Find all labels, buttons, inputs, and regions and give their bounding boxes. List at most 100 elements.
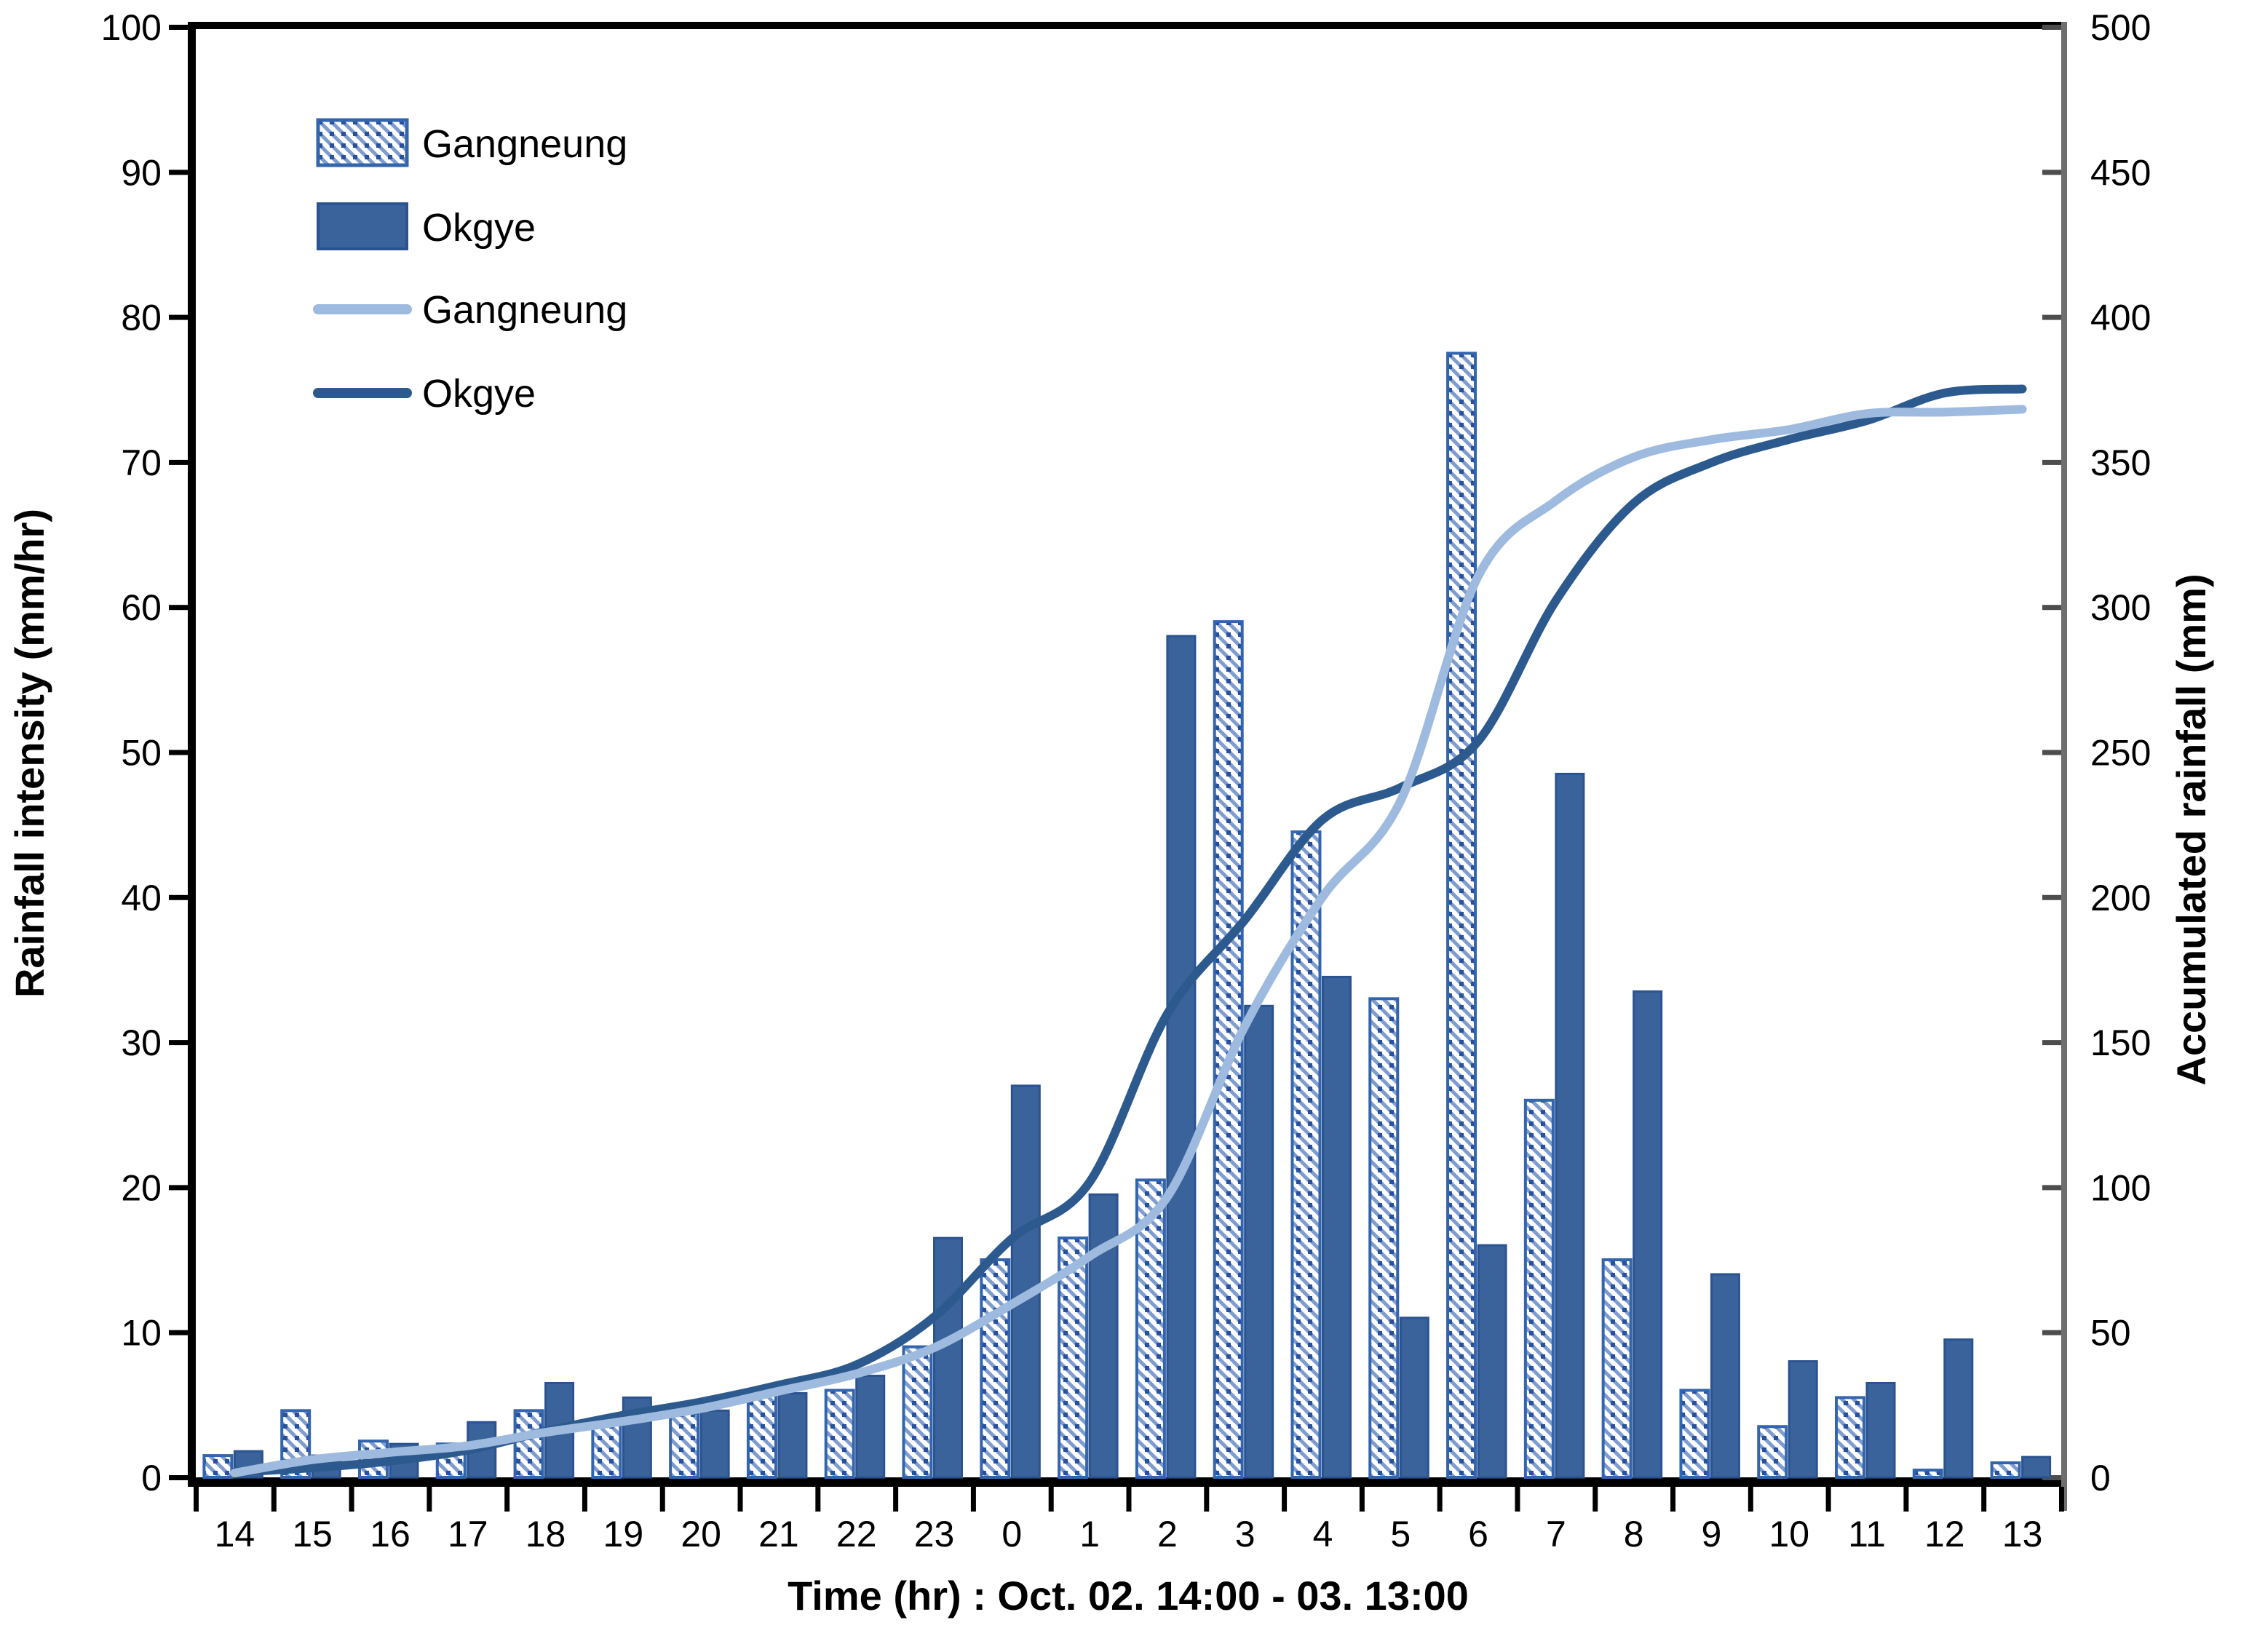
x-tick — [1515, 1487, 1520, 1512]
y-right-tick-label: 150 — [2090, 1022, 2151, 1063]
legend-swatch-bar-gangneung — [316, 118, 409, 167]
bar-okgye — [2021, 1456, 2052, 1479]
bar-gangneung — [1679, 1389, 1710, 1480]
y-right-tick — [2042, 314, 2061, 320]
x-tick — [1126, 1487, 1132, 1512]
y-right-tick — [2042, 1185, 2061, 1191]
x-tick-label: 16 — [370, 1514, 410, 1554]
left-axis-title: Rainfall intensity (mm/hr) — [7, 509, 52, 998]
plot-top-border — [188, 22, 2067, 29]
bar-gangneung — [746, 1389, 777, 1480]
x-tick-label: 17 — [448, 1514, 488, 1554]
y-left-tick — [169, 459, 189, 465]
y-right-tick — [2042, 25, 2061, 30]
x-tick — [1437, 1487, 1443, 1512]
legend-label-line-gangneung: Gangneung — [422, 288, 627, 332]
bar-okgye — [1710, 1273, 1740, 1479]
right-axis-line — [2061, 22, 2067, 1511]
bar-gangneung — [591, 1421, 622, 1479]
x-tick-label: 13 — [2002, 1514, 2043, 1554]
y-right-tick — [2042, 894, 2061, 900]
x-tick — [504, 1487, 510, 1512]
bar-gangneung — [1601, 1258, 1633, 1480]
y-left-tick — [169, 605, 189, 611]
x-tick-label: 5 — [1390, 1514, 1411, 1554]
x-tick-label: 1 — [1079, 1514, 1100, 1554]
bar-okgye — [855, 1374, 886, 1479]
bar-okgye — [933, 1236, 964, 1479]
legend-label-bar-okgye: Okgye — [422, 206, 536, 250]
x-tick — [737, 1487, 743, 1512]
x-tick — [1903, 1487, 1909, 1512]
x-tick-label: 4 — [1313, 1514, 1333, 1554]
x-tick — [970, 1487, 976, 1512]
x-tick — [1204, 1487, 1210, 1512]
y-right-tick — [2042, 750, 2061, 755]
x-tick-label: 20 — [681, 1514, 721, 1554]
y-left-tick — [169, 750, 189, 755]
left-axis-line — [188, 22, 196, 1486]
x-tick — [1282, 1487, 1288, 1512]
y-left-tick-label: 60 — [121, 587, 162, 628]
x-tick — [2059, 1487, 2064, 1512]
x-tick — [194, 1487, 199, 1512]
x-tick — [427, 1487, 432, 1512]
bar-gangneung — [669, 1412, 700, 1479]
y-right-tick-label: 250 — [2090, 733, 2151, 774]
bar-gangneung — [1135, 1178, 1166, 1480]
y-right-tick — [2042, 459, 2061, 465]
x-tick — [893, 1487, 899, 1512]
x-axis-title: Time (hr) : Oct. 02. 14:00 - 03. 13:00 — [788, 1573, 1469, 1619]
y-right-tick — [2042, 605, 2061, 611]
bar-gangneung — [980, 1258, 1011, 1480]
tick-labels-layer: 0102030405060708090100050100150200250300… — [101, 7, 2151, 1554]
bar-gangneung — [824, 1389, 855, 1480]
y-right-tick — [2042, 1040, 2061, 1046]
y-right-tick — [2042, 1330, 2061, 1335]
y-left-tick — [169, 894, 189, 900]
bar-okgye — [1865, 1381, 1896, 1479]
x-tick-label: 11 — [1848, 1514, 1886, 1554]
x-tick-label: 14 — [215, 1514, 255, 1554]
bar-okgye — [1633, 990, 1663, 1479]
bar-gangneung — [1835, 1396, 1866, 1480]
y-left-tick — [169, 1040, 189, 1046]
legend-label-line-okgye: Okgye — [422, 372, 536, 416]
x-tick — [349, 1487, 354, 1512]
bar-okgye — [1244, 1004, 1274, 1479]
x-tick-label: 2 — [1157, 1514, 1178, 1554]
lines-layer — [230, 384, 2027, 1478]
legend-label-bar-gangneung: Gangneung — [422, 122, 627, 166]
legend-swatch-bar-okgye — [317, 202, 408, 250]
y-right-tick-label: 350 — [2090, 442, 2151, 483]
bar-gangneung — [1446, 352, 1477, 1479]
x-tick-label: 15 — [292, 1514, 333, 1554]
x-tick-label: 18 — [525, 1514, 566, 1554]
line-gangneung-accumulated — [230, 405, 2027, 1478]
bar-okgye — [1088, 1193, 1119, 1479]
x-tick-label: 10 — [1769, 1514, 1809, 1554]
bar-okgye — [1555, 772, 1585, 1479]
x-tick — [1670, 1487, 1676, 1512]
y-left-tick-label: 100 — [101, 7, 162, 48]
y-right-tick-label: 100 — [2090, 1167, 2151, 1208]
x-tick-label: 12 — [1924, 1514, 1965, 1554]
x-tick-label: 7 — [1546, 1514, 1566, 1554]
x-tick-label: 3 — [1235, 1514, 1256, 1554]
y-left-tick-label: 80 — [121, 298, 162, 338]
bar-okgye — [1477, 1244, 1507, 1479]
x-tick-label: 19 — [603, 1514, 644, 1554]
x-tick — [1825, 1487, 1831, 1512]
bar-okgye — [1399, 1317, 1429, 1479]
y-right-tick-label: 500 — [2090, 7, 2151, 48]
x-tick — [1592, 1487, 1598, 1512]
x-tick — [1359, 1487, 1365, 1512]
y-left-tick — [169, 1475, 189, 1480]
y-left-tick — [169, 1185, 189, 1191]
y-left-tick — [169, 1330, 189, 1335]
bar-gangneung — [1912, 1469, 1943, 1480]
y-left-tick-label: 90 — [121, 152, 162, 193]
bar-gangneung — [902, 1345, 933, 1479]
y-left-tick — [169, 314, 189, 320]
line-okgye-accumulated — [230, 384, 2027, 1477]
